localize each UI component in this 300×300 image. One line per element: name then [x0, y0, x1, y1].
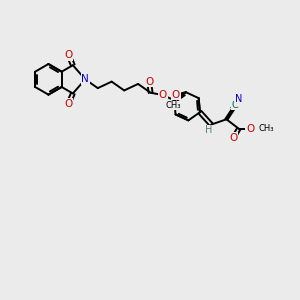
Text: O: O — [159, 90, 167, 100]
Text: O: O — [64, 99, 73, 109]
Text: N: N — [81, 74, 89, 84]
Text: O: O — [145, 76, 153, 86]
Text: O: O — [171, 90, 180, 100]
Text: N: N — [235, 94, 242, 104]
Text: O: O — [246, 124, 254, 134]
Text: H: H — [205, 125, 212, 136]
Text: C: C — [232, 100, 239, 110]
Text: O: O — [230, 133, 238, 142]
Text: CH₃: CH₃ — [166, 101, 181, 110]
Text: O: O — [64, 50, 73, 60]
Text: CH₃: CH₃ — [258, 124, 274, 133]
